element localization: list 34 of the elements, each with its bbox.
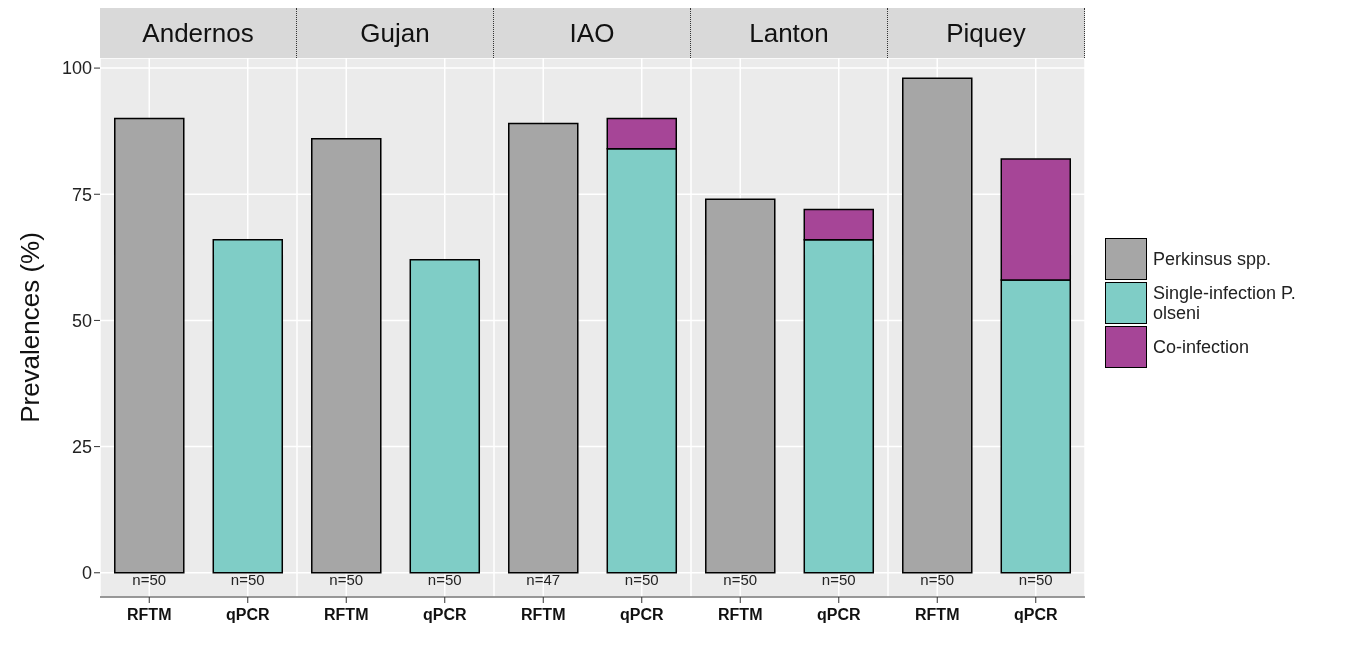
annotation: n=50 <box>427 571 462 589</box>
legend-label: Co-infection <box>1153 337 1251 357</box>
x-tick-label: qPCR <box>619 606 664 624</box>
chart-title: Gujan <box>297 8 494 58</box>
y-tick-label: 100 <box>61 58 92 79</box>
annotation: n=50 <box>132 571 167 589</box>
x-tick-label: RFTM <box>127 606 172 624</box>
chart-title: IAO <box>494 8 691 58</box>
x-tick-label: qPCR <box>422 606 467 624</box>
x-tick-label: qPCR <box>1013 606 1058 624</box>
legend-label: Perkinsus spp. <box>1153 249 1273 269</box>
chart-title: Andernos <box>100 8 297 58</box>
annotation: n=50 <box>329 571 364 589</box>
annotation: n=50 <box>624 571 659 589</box>
chart-title: Piquey <box>888 8 1085 58</box>
legend-label: Single-infection P. olseni <box>1153 283 1297 323</box>
x-tick-label: RFTM <box>324 606 369 624</box>
y-tick-label: 25 <box>71 436 92 457</box>
annotation: n=50 <box>920 571 955 589</box>
annotation: n=50 <box>230 571 265 589</box>
y-tick-label: 75 <box>71 184 92 205</box>
x-tick-label: RFTM <box>915 606 960 624</box>
y-axis-title: Prevalences (%) <box>15 232 46 423</box>
annotation: n=50 <box>821 571 856 589</box>
x-tick-label: RFTM <box>718 606 763 624</box>
y-tick-label: 0 <box>81 563 92 584</box>
annotation: n=50 <box>723 571 758 589</box>
y-tick-label: 50 <box>71 310 92 331</box>
x-tick-label: RFTM <box>521 606 566 624</box>
annotation: n=50 <box>1018 571 1053 589</box>
annotation: n=47 <box>526 571 561 589</box>
chart-title: Lanton <box>691 8 888 58</box>
x-tick-label: qPCR <box>816 606 861 624</box>
x-tick-label: qPCR <box>225 606 270 624</box>
